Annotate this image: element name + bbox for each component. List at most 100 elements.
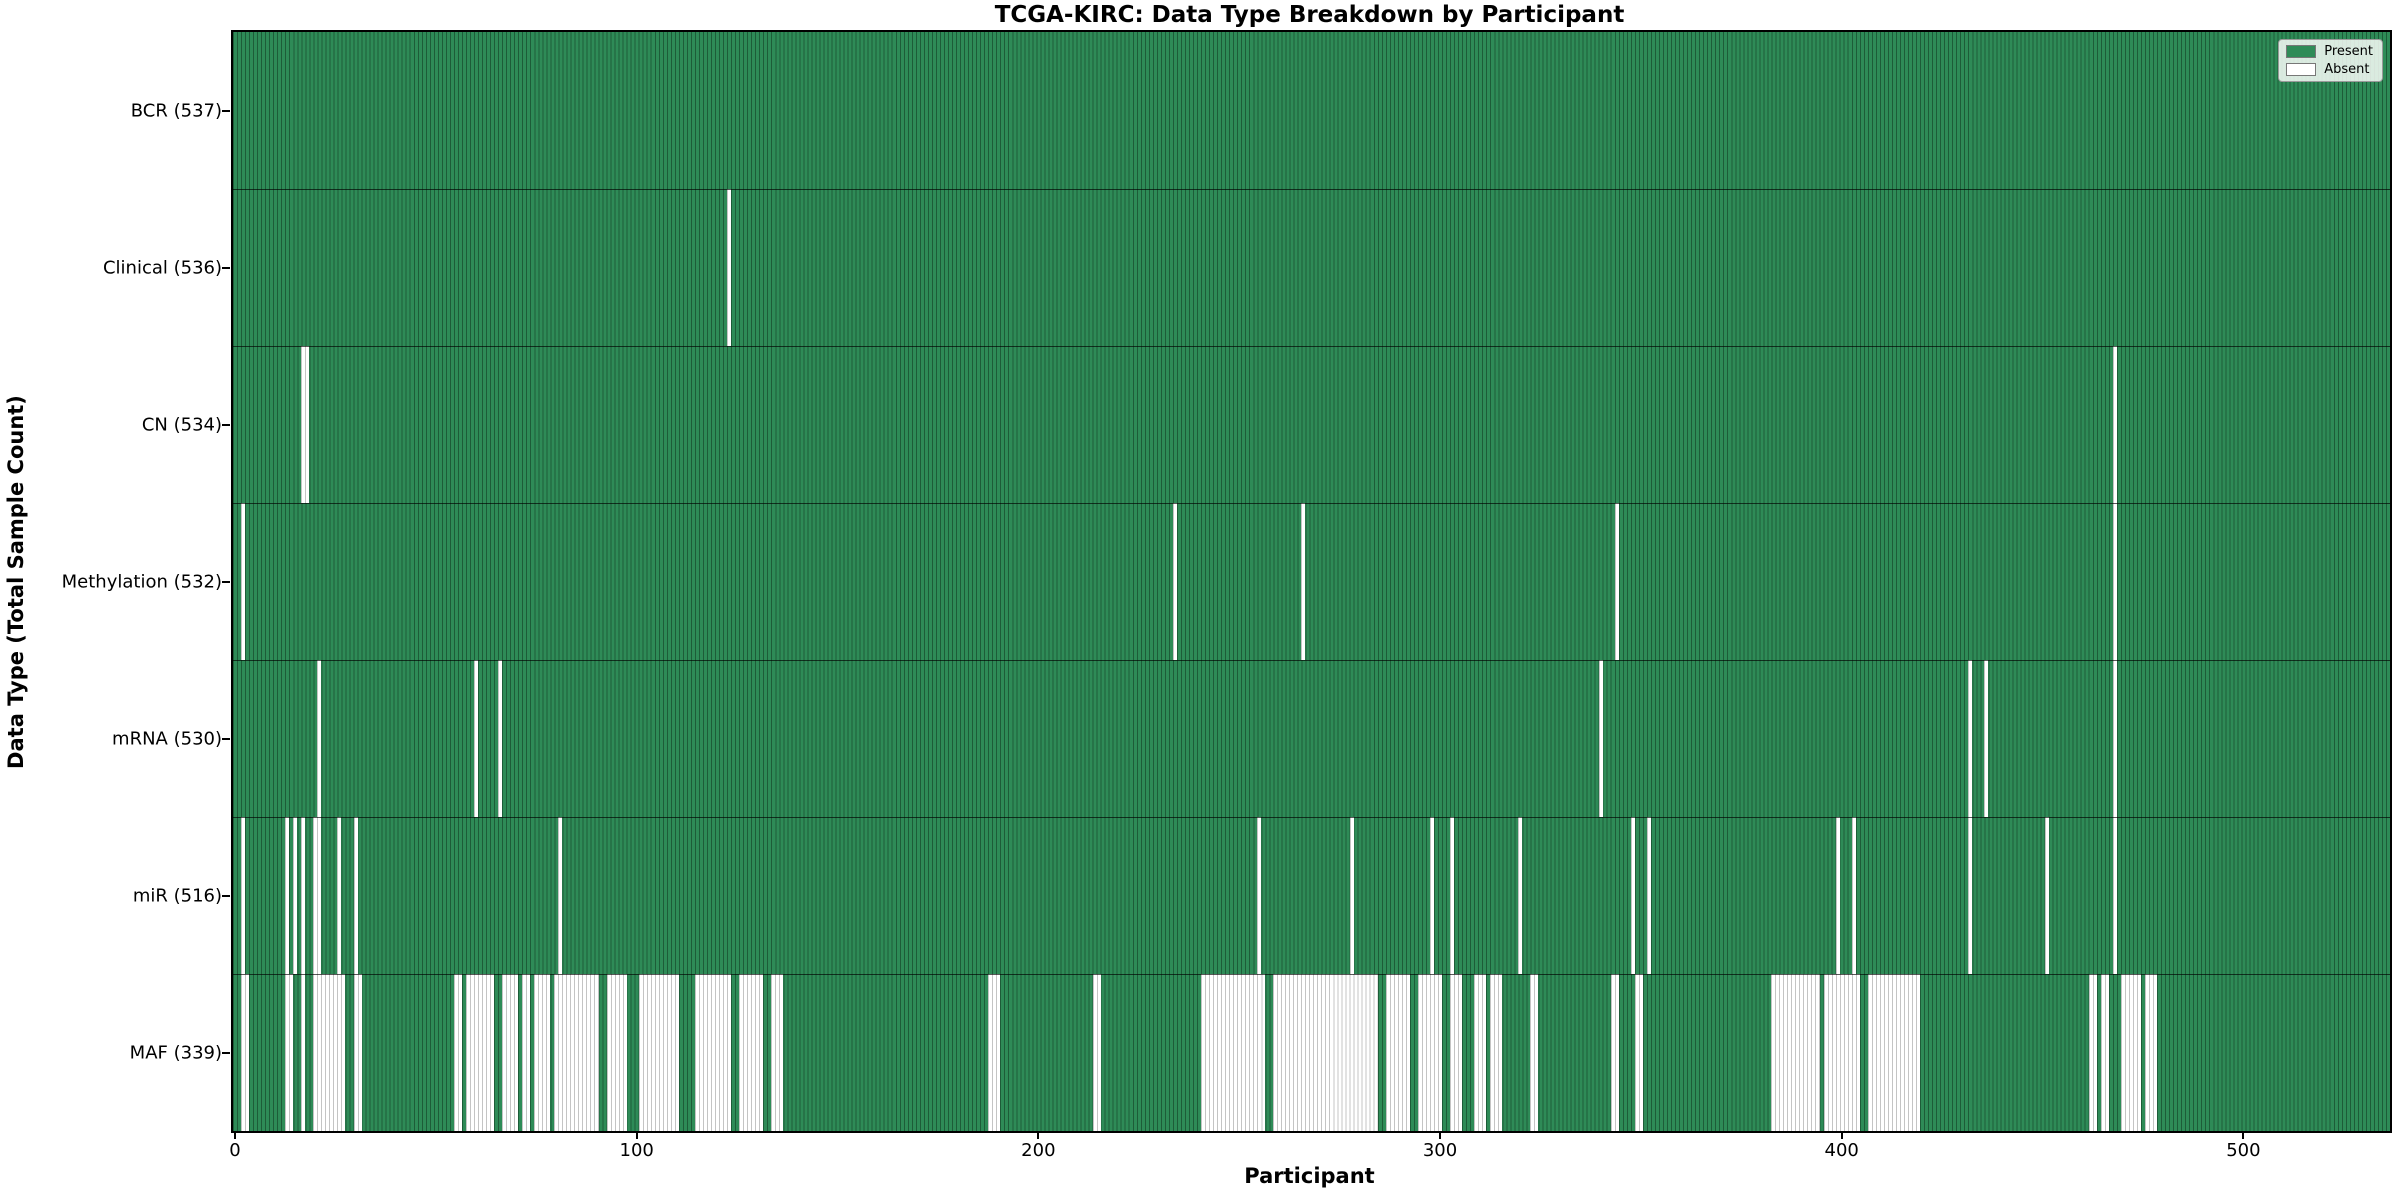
legend-entry-absent: Absent — [2286, 63, 2373, 76]
absent-segment — [694, 974, 732, 1131]
y-tick-label-methylation: Methylation (532) — [61, 571, 222, 592]
absent-segment — [317, 660, 322, 817]
absent-segment — [241, 974, 250, 1131]
absent-segment — [1417, 974, 1443, 1131]
absent-segment — [2144, 974, 2158, 1131]
y-tick-mark — [222, 894, 230, 897]
absent-segment — [2112, 817, 2117, 974]
row-methylation — [233, 503, 2390, 660]
x-tick-mark — [635, 1131, 638, 1139]
y-tick-label-maf: MAF (339) — [129, 1042, 222, 1063]
absent-segment — [353, 974, 362, 1131]
absent-segment — [1968, 817, 1973, 974]
row-bcr — [233, 32, 2390, 189]
absent-segment — [1257, 817, 1262, 974]
legend-label: Absent — [2324, 62, 2370, 77]
absent-segment — [2044, 817, 2049, 974]
absent-segment — [293, 817, 298, 974]
y-tick-label-mir: miR (516) — [132, 885, 222, 906]
absent-segment — [606, 974, 627, 1131]
absent-segment — [1530, 974, 1539, 1131]
absent-segment — [1490, 974, 1503, 1131]
row-divider — [233, 660, 2390, 661]
absent-segment — [337, 817, 342, 974]
absent-segment — [988, 974, 1001, 1131]
absent-segment — [301, 817, 306, 974]
x-tick-label-300: 300 — [1422, 1140, 1458, 1161]
absent-segment — [1835, 817, 1840, 974]
absent-segment — [1385, 974, 1410, 1131]
absent-segment — [453, 974, 462, 1131]
absent-segment — [522, 974, 531, 1131]
x-tick-mark — [1840, 1131, 1843, 1139]
legend-label: Present — [2324, 44, 2373, 59]
plot-area: Present Absent — [231, 30, 2392, 1133]
absent-segment — [1518, 817, 1523, 974]
y-tick-label-bcr: BCR (537) — [130, 100, 222, 121]
y-tick-label-clinical: Clinical (536) — [102, 257, 222, 278]
absent-segment — [465, 974, 495, 1131]
x-tick-label-200: 200 — [1021, 1140, 1056, 1161]
legend-swatch-absent — [2286, 63, 2317, 76]
row-maf — [233, 974, 2390, 1131]
absent-segment — [1349, 817, 1354, 974]
absent-segment — [241, 503, 246, 660]
absent-segment — [1771, 974, 1820, 1131]
absent-segment — [1614, 503, 1619, 660]
row-mrna — [233, 660, 2390, 817]
absent-segment — [1851, 817, 1856, 974]
row-divider — [233, 974, 2390, 975]
absent-segment — [2112, 346, 2117, 503]
absent-segment — [558, 817, 563, 974]
y-tick-label-cn: CN (534) — [141, 414, 222, 435]
row-mir — [233, 817, 2390, 974]
absent-segment — [1092, 974, 1101, 1131]
absent-segment — [638, 974, 679, 1131]
y-tick-mark — [222, 737, 230, 740]
absent-segment — [1630, 817, 1635, 974]
absent-segment — [498, 660, 503, 817]
absent-segment — [1273, 974, 1378, 1131]
x-tick-label-0: 0 — [229, 1140, 241, 1161]
row-divider — [233, 817, 2390, 818]
absent-segment — [301, 974, 306, 1131]
absent-segment — [2100, 974, 2109, 1131]
y-tick-mark — [222, 580, 230, 583]
absent-segment — [241, 817, 246, 974]
row-cn — [233, 346, 2390, 503]
absent-segment — [301, 346, 310, 503]
chart-title: TCGA-KIRC: Data Type Breakdown by Partic… — [994, 2, 1625, 28]
absent-segment — [534, 974, 551, 1131]
absent-segment — [727, 189, 732, 346]
x-tick-mark — [1439, 1131, 1442, 1139]
row-clinical — [233, 189, 2390, 346]
x-tick-label-100: 100 — [619, 1140, 654, 1161]
absent-segment — [1634, 974, 1643, 1131]
row-divider — [233, 503, 2390, 504]
row-divider — [233, 189, 2390, 190]
y-tick-mark — [222, 423, 230, 426]
absent-segment — [1968, 660, 1973, 817]
absent-segment — [353, 817, 358, 974]
absent-segment — [285, 817, 290, 974]
absent-segment — [1610, 974, 1619, 1131]
absent-segment — [285, 974, 294, 1131]
x-tick-mark — [2242, 1131, 2245, 1139]
absent-segment — [1301, 503, 1306, 660]
absent-segment — [1474, 974, 1487, 1131]
absent-segment — [771, 974, 784, 1131]
absent-segment — [1867, 974, 1921, 1131]
y-tick-mark — [222, 109, 230, 112]
x-tick-mark — [234, 1131, 236, 1139]
y-tick-mark — [222, 266, 230, 269]
absent-segment — [1450, 817, 1455, 974]
absent-segment — [2112, 660, 2117, 817]
absent-segment — [1823, 974, 1860, 1131]
absent-segment — [1201, 974, 1266, 1131]
x-axis-label: Participant — [1244, 1164, 1375, 1188]
absent-segment — [313, 817, 322, 974]
legend: Present Absent — [2278, 39, 2383, 82]
y-tick-mark — [222, 1051, 230, 1054]
row-divider — [233, 346, 2390, 347]
